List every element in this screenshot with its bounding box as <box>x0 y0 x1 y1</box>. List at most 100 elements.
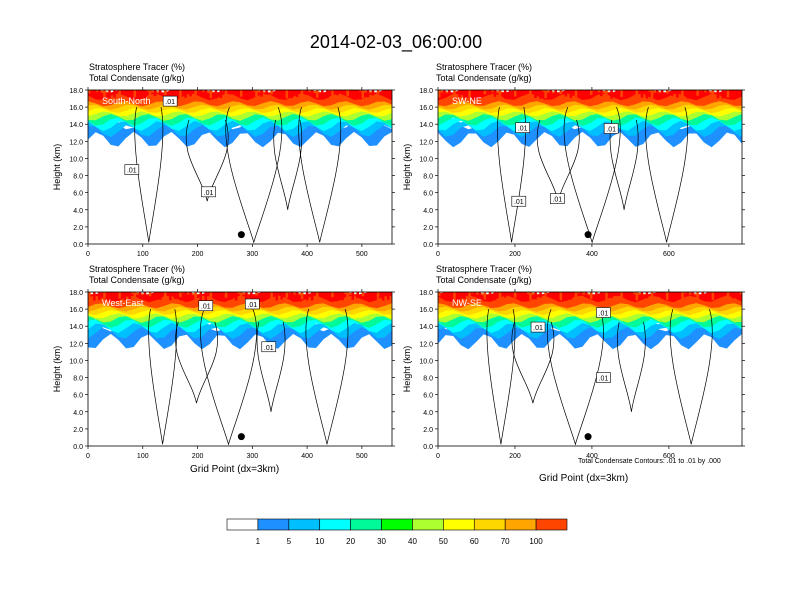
y-tick-label: 16.0 <box>69 105 83 112</box>
tracer-spike <box>189 90 192 97</box>
y-tick-label: 4.0 <box>73 410 83 417</box>
x-tick-label: 200 <box>192 251 204 258</box>
tracer-spike <box>184 90 187 98</box>
tracer-spike <box>640 292 644 300</box>
tracer-spike <box>158 90 162 94</box>
tracer-spike <box>169 90 172 97</box>
condensate-contour <box>609 119 639 210</box>
tracer-spike <box>691 90 694 98</box>
tracer-spike <box>204 292 207 301</box>
colorbar-swatch <box>381 518 413 531</box>
panel1-label: Stratosphere Tracer (%) Total Condensate… <box>89 62 185 84</box>
tracer-spike <box>483 90 487 95</box>
tracer-spike <box>574 292 578 298</box>
contour-label-box <box>245 298 260 310</box>
tracer-spike <box>503 292 507 298</box>
tracer-spike <box>549 292 552 298</box>
tracer-spike <box>645 90 649 99</box>
tracer-spike <box>508 90 512 98</box>
x-tick-label: 100 <box>137 453 149 460</box>
y-axis-title: Height (km) <box>402 346 412 393</box>
tracer-spike <box>351 292 354 300</box>
tracer-spike <box>605 292 608 300</box>
condensate-contour <box>669 308 713 445</box>
tracer-spike <box>194 292 197 300</box>
panel-label-line1: Stratosphere Tracer (%) <box>89 264 186 274</box>
x-tick-label: 600 <box>663 453 675 460</box>
tracer-spike <box>620 292 623 298</box>
tracer-spike <box>148 292 152 297</box>
tracer-spike <box>336 292 339 300</box>
tracer-spike <box>361 292 365 297</box>
location-marker <box>584 231 592 239</box>
y-tick-label: 8.0 <box>73 376 83 383</box>
tracer-spike <box>534 292 537 300</box>
colorbar-swatch <box>412 518 444 531</box>
y-tick-label: 14.0 <box>69 122 83 129</box>
condensate-contour <box>273 119 303 210</box>
tracer-spike <box>229 90 233 95</box>
tracer-spike <box>199 292 202 301</box>
tracer-spike <box>143 90 147 99</box>
y-tick-label: 0.0 <box>423 444 433 451</box>
x-tick-label: 200 <box>509 251 521 258</box>
tracer-spike <box>381 292 385 301</box>
tracer-spike <box>488 292 492 301</box>
colorbar-label: 70 <box>501 537 510 546</box>
tracer-spike <box>113 292 116 297</box>
condensate-contour <box>256 321 286 412</box>
tracer-spike <box>234 90 238 95</box>
y-tick-label: 10.0 <box>69 358 83 365</box>
tracer-spike <box>214 292 218 298</box>
tracer-spike <box>630 90 633 94</box>
y-tick-label: 12.0 <box>419 341 433 348</box>
tracer-spike <box>448 90 451 94</box>
tracer-spike <box>514 90 517 97</box>
tracer-spike <box>123 90 126 94</box>
tracer-spike <box>666 90 669 94</box>
tracer-spike <box>615 292 618 296</box>
tracer-spike <box>493 90 497 97</box>
tracer-spike <box>214 90 218 99</box>
tracer-spike <box>234 292 238 301</box>
y-tick-label: 12.0 <box>69 139 83 146</box>
tracer-spike <box>640 90 644 98</box>
tracer-spike <box>316 292 319 300</box>
tracer-spike <box>666 292 669 301</box>
tracer-spike <box>615 90 618 99</box>
condensate-contour <box>486 309 516 445</box>
tracer-spike <box>219 292 223 296</box>
x-tick-label: 0 <box>436 251 440 258</box>
tracer-spike <box>133 292 137 301</box>
tracer-spike <box>123 292 126 300</box>
tracer-spike <box>726 90 730 98</box>
x-tick-label: 300 <box>246 251 258 258</box>
colorbar-swatch <box>350 518 382 531</box>
tracer-spike <box>453 90 456 96</box>
x-tick-label: 400 <box>301 251 313 258</box>
y-tick-label: 4.0 <box>423 410 433 417</box>
tracer-spike <box>98 292 101 300</box>
tracer-spike <box>209 292 213 300</box>
tracer-spike <box>240 292 243 301</box>
tracer-spike <box>376 292 380 301</box>
tracer-spike <box>650 90 654 99</box>
tracer-spike <box>726 292 730 297</box>
tracer-spike <box>701 292 704 300</box>
contour-footnote: Total Condensate Contours: .01 to .01 by… <box>578 458 721 465</box>
y-tick-label: 8.0 <box>423 174 433 181</box>
tracer-spike <box>493 292 497 301</box>
panel2-label: Stratosphere Tracer (%) Total Condensate… <box>436 62 532 84</box>
tracer-spike <box>229 292 233 300</box>
tracer-spike <box>549 90 552 97</box>
tracer-spike <box>595 292 598 301</box>
contour-label-box <box>515 122 530 133</box>
x-tick-label: 200 <box>192 453 204 460</box>
tracer-spike <box>250 292 253 298</box>
tracer-spike <box>209 90 213 99</box>
condensate-contours <box>134 106 342 244</box>
condensate-contour <box>305 308 349 445</box>
tracer-spike <box>696 90 699 96</box>
tracer-spike <box>184 292 187 296</box>
x-tick-label: 300 <box>246 453 258 460</box>
